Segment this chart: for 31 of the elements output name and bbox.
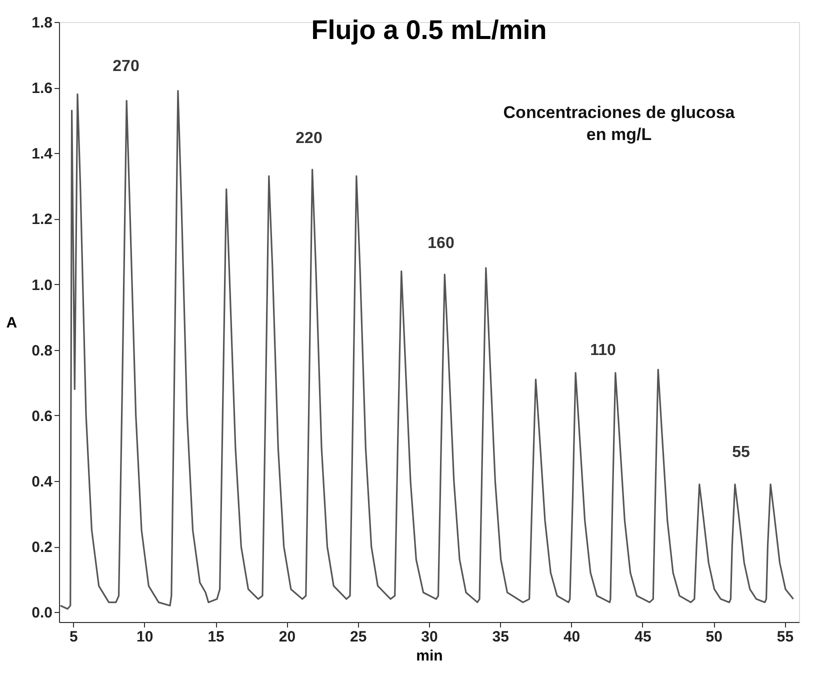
annotation: Concentraciones de glucosa en mg/L [503, 103, 736, 144]
annotation: 270 [112, 58, 140, 75]
x-tick-label: 20 [278, 628, 296, 646]
x-tick-label: 40 [563, 628, 580, 646]
y-tick-label: 1.8 [32, 14, 52, 32]
annotation: 55 [732, 444, 750, 461]
y-axis-title: A [6, 314, 18, 332]
chart-title: Flujo a 0.5 mL/min [311, 15, 547, 45]
x-tick-label: 25 [350, 628, 367, 646]
x-axis-title: min [416, 648, 443, 664]
line-series [60, 90, 794, 610]
annotation: 110 [590, 342, 616, 359]
y-tick-label: 1.6 [32, 80, 52, 98]
annotation: 160 [428, 235, 454, 252]
x-tick-label: 10 [136, 628, 154, 646]
x-tick-label: 30 [421, 628, 438, 646]
y-tick-label: 0.4 [32, 474, 54, 491]
y-tick-label: 0.8 [32, 342, 52, 360]
x-tick-label: 55 [776, 628, 794, 646]
y-tick-label: 0.6 [32, 408, 52, 425]
annotation: 220 [296, 130, 322, 147]
x-tick-label: 15 [208, 628, 224, 646]
x-tick-label: 5 [70, 628, 78, 646]
x-tick-label: 35 [492, 628, 509, 646]
y-tick-label: 0.0 [32, 604, 52, 622]
y-tick-label: 1.2 [32, 211, 52, 228]
y-tick-label: 0.2 [32, 539, 52, 556]
x-tick-label: 45 [634, 628, 652, 646]
y-tick-label: 1.4 [32, 146, 54, 163]
x-tick-label: 50 [706, 628, 722, 646]
y-tick-label: 1.0 [32, 276, 52, 294]
